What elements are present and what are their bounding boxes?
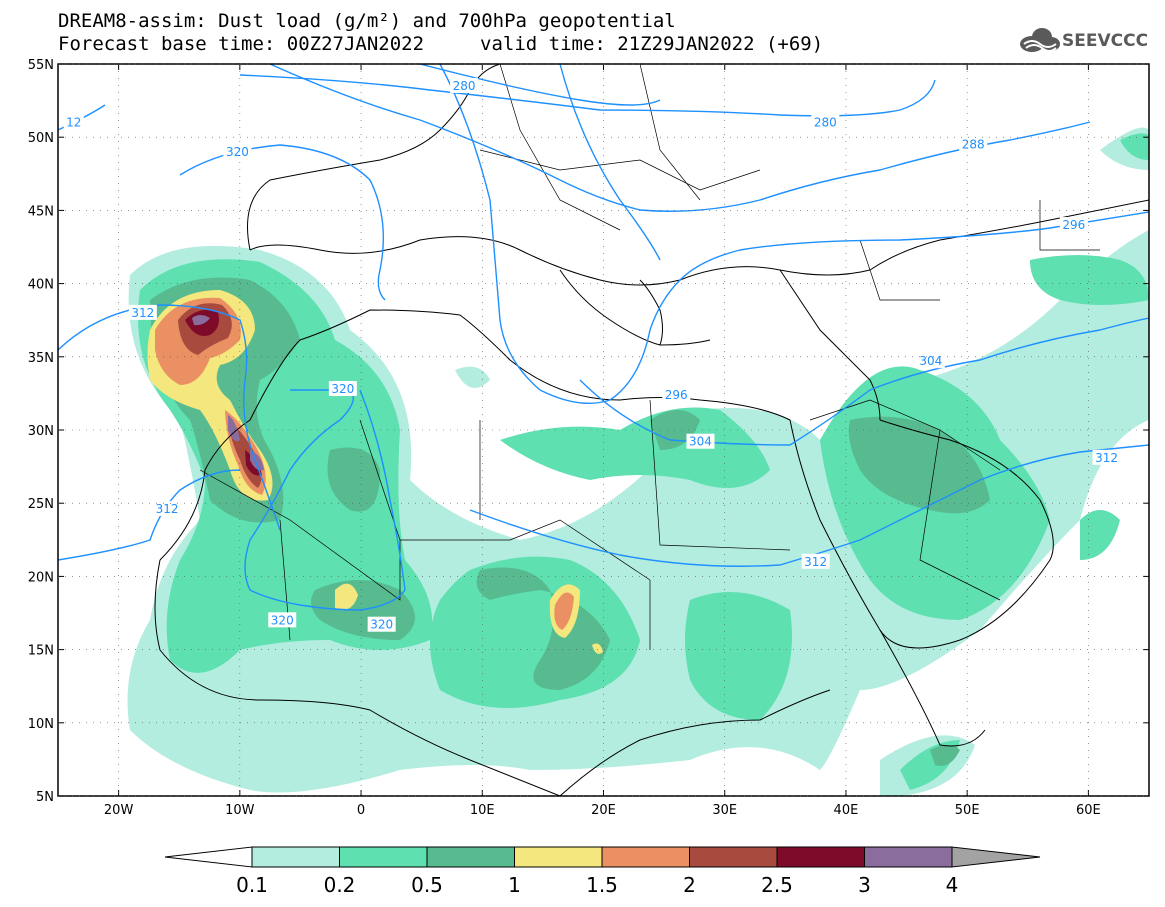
lon-tick-label: 0 <box>357 803 365 818</box>
contour-label-bg <box>128 304 157 320</box>
lon-tick-label: 10E <box>470 803 495 818</box>
lon-tick-label: 20E <box>591 803 616 818</box>
contour-label: 288 <box>962 138 985 152</box>
contour-label-bg <box>153 501 182 517</box>
contour-label: 296 <box>665 388 688 402</box>
contour-label-bg <box>801 553 830 569</box>
colorbar-label: 1 <box>508 873 521 897</box>
chart-title: DREAM8-assim: Dust load (g/m²) and 700hP… <box>58 10 676 32</box>
lat-tick-label: 10N <box>28 717 54 732</box>
lat-tick-label: 40N <box>28 278 54 293</box>
contour-label-bg <box>268 612 297 628</box>
colorbar-segment <box>601 846 690 868</box>
lon-tick-label: 60E <box>1076 803 1101 818</box>
lon-tick-label: 20W <box>104 803 134 818</box>
colorbar-label: 2 <box>683 873 696 897</box>
contour-label-bg <box>63 114 84 130</box>
contour-label: 320 <box>370 618 393 632</box>
contour-label-bg <box>1092 449 1121 465</box>
contour-label-bg <box>328 381 357 397</box>
colorbar-underflow <box>164 846 253 868</box>
contour-label-bg <box>811 114 840 130</box>
longitude-axis: 20W 10W 0 10E 20E 30E 40E 50E 60E <box>104 64 1101 818</box>
country-borders <box>199 64 1100 650</box>
contour-label-bg <box>367 616 396 632</box>
dust-load-colorbar: 0.1 0.2 0.5 1 1.5 2 2.5 3 4 <box>164 846 1041 897</box>
logo-text: SEEVCCC <box>1062 31 1149 51</box>
cloud-logo-icon <box>1020 28 1060 52</box>
lat-tick-label: 5N <box>36 790 54 805</box>
lon-tick-label: 30E <box>712 803 737 818</box>
contour-label-bg <box>223 143 252 159</box>
contour-label-bg <box>916 353 945 369</box>
lat-tick-label: 50N <box>28 131 54 146</box>
colorbar-label: 0.1 <box>236 873 268 897</box>
contour-label: 320 <box>226 145 249 159</box>
lat-tick-label: 25N <box>28 497 54 512</box>
contour-label: 320 <box>271 613 294 627</box>
contour-labels: 12 280 280 288 320 296 312 304 320 296 304 312 312 31… <box>63 77 1121 632</box>
lat-tick-label: 55N <box>28 58 54 73</box>
contour-label: 312 <box>156 502 179 516</box>
contour-label: 312 <box>1095 451 1118 465</box>
colorbar-segment <box>339 846 428 868</box>
latitude-axis: 55N 50N 45N 40N 35N 30N 25N 20N 15N 10N 5N <box>28 58 1149 805</box>
colorbar-label: 4 <box>946 873 959 897</box>
colorbar-label: 1.5 <box>586 873 618 897</box>
colorbar-label: 0.2 <box>324 873 356 897</box>
contour-label: 280 <box>453 79 476 93</box>
colorbar-segment <box>776 846 865 868</box>
dust-field <box>127 127 1149 796</box>
contour-label: 320 <box>331 382 354 396</box>
contour-label-bg <box>686 433 715 449</box>
contour-label-bg <box>662 386 691 402</box>
contour-label: 312 <box>131 306 154 320</box>
contour-label: 296 <box>1062 218 1085 232</box>
colorbar-segment <box>689 846 778 868</box>
lat-tick-label: 30N <box>28 424 54 439</box>
contour-label: 304 <box>919 354 942 368</box>
base-time-label: Forecast base time: 00Z27JAN2022 <box>58 33 425 55</box>
lat-tick-label: 15N <box>28 644 54 659</box>
contour-label-bg <box>450 77 479 93</box>
contour-label-bg <box>959 136 988 152</box>
contour-label-bg <box>1059 217 1088 233</box>
coastlines <box>154 64 1149 796</box>
colorbar-segment <box>251 846 340 868</box>
lat-tick-label: 35N <box>28 351 54 366</box>
valid-time-label: valid time: 21Z29JAN2022 (+69) <box>480 33 824 55</box>
colorbar-label: 2.5 <box>761 873 793 897</box>
colorbar-label: 0.5 <box>411 873 443 897</box>
graticule <box>58 63 1149 797</box>
lon-tick-label: 10W <box>225 803 255 818</box>
lat-tick-label: 45N <box>28 204 54 219</box>
lon-tick-label: 40E <box>834 803 859 818</box>
contour-label: 280 <box>814 116 837 130</box>
contour-label: 304 <box>689 435 712 449</box>
colorbar-segment <box>864 846 953 868</box>
lat-tick-label: 20N <box>28 570 54 585</box>
lon-tick-label: 50E <box>955 803 980 818</box>
contour-label: 312 <box>804 555 827 569</box>
colorbar-overflow <box>951 846 1041 868</box>
colorbar-segment <box>426 846 515 868</box>
colorbar-segment <box>514 846 603 868</box>
colorbar-label: 3 <box>858 873 871 897</box>
contour-label: 12 <box>66 116 81 130</box>
